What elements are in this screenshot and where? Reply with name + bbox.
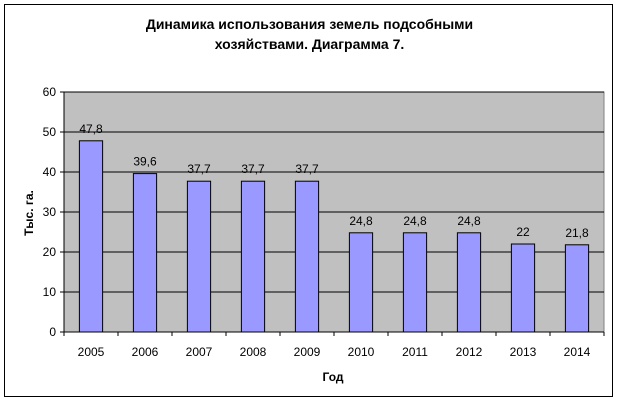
data-label: 37,7 <box>241 162 265 176</box>
x-tick-label: 2014 <box>564 345 591 359</box>
chart-title-line-2: хозяйствами. Диаграмма 7. <box>214 36 405 52</box>
data-label: 37,7 <box>187 162 211 176</box>
bar <box>402 232 428 333</box>
x-tick-label: 2010 <box>348 345 375 359</box>
data-label: 47,8 <box>79 122 103 136</box>
bar <box>456 232 482 333</box>
x-tick-label: 2011 <box>402 345 428 359</box>
y-tick-label: 10 <box>43 285 57 299</box>
chart-title-line-1: Динамика использования земель подсобными <box>145 16 474 32</box>
bar <box>294 180 320 333</box>
data-label: 21,8 <box>565 226 589 240</box>
x-axis: 2005 2006 2007 2008 2009 2010 2011 2012 2013 2014 <box>63 331 605 359</box>
bar <box>78 140 104 333</box>
x-axis-label: Год <box>323 370 344 384</box>
y-tick-label: 50 <box>43 125 57 139</box>
y-tick-label: 20 <box>43 245 57 259</box>
y-tick-label: 30 <box>43 205 57 219</box>
x-tick-label: 2007 <box>186 345 213 359</box>
x-tick-label: 2008 <box>240 345 267 359</box>
x-tick-label: 2006 <box>132 345 159 359</box>
y-tick-label: 60 <box>43 85 57 99</box>
y-axis: 0 10 20 30 40 50 60 <box>43 85 65 339</box>
x-tick-label: 2009 <box>294 345 321 359</box>
bar <box>348 232 374 333</box>
bar <box>132 173 158 333</box>
data-label: 24,8 <box>457 214 481 228</box>
x-tick-label: 2013 <box>510 345 537 359</box>
y-tick-label: 0 <box>49 325 56 339</box>
y-axis-label: Тыс. га. <box>22 190 36 236</box>
bar <box>564 244 590 333</box>
data-label: 37,7 <box>295 162 319 176</box>
bars: 47,8 39,6 37,7 37,7 37,7 24,8 24,8 24,8 22 21,8 <box>78 122 590 333</box>
data-label: 22 <box>516 225 530 239</box>
bar <box>186 180 212 333</box>
chart-title: Динамика использования земель подсобными… <box>0 14 619 54</box>
bar <box>240 180 266 333</box>
x-tick-label: 2012 <box>456 345 483 359</box>
data-label: 24,8 <box>349 214 373 228</box>
data-label: 39,6 <box>133 155 157 169</box>
data-label: 24,8 <box>403 214 427 228</box>
bar <box>510 243 536 333</box>
x-tick-label: 2005 <box>78 345 105 359</box>
y-tick-label: 40 <box>43 165 57 179</box>
